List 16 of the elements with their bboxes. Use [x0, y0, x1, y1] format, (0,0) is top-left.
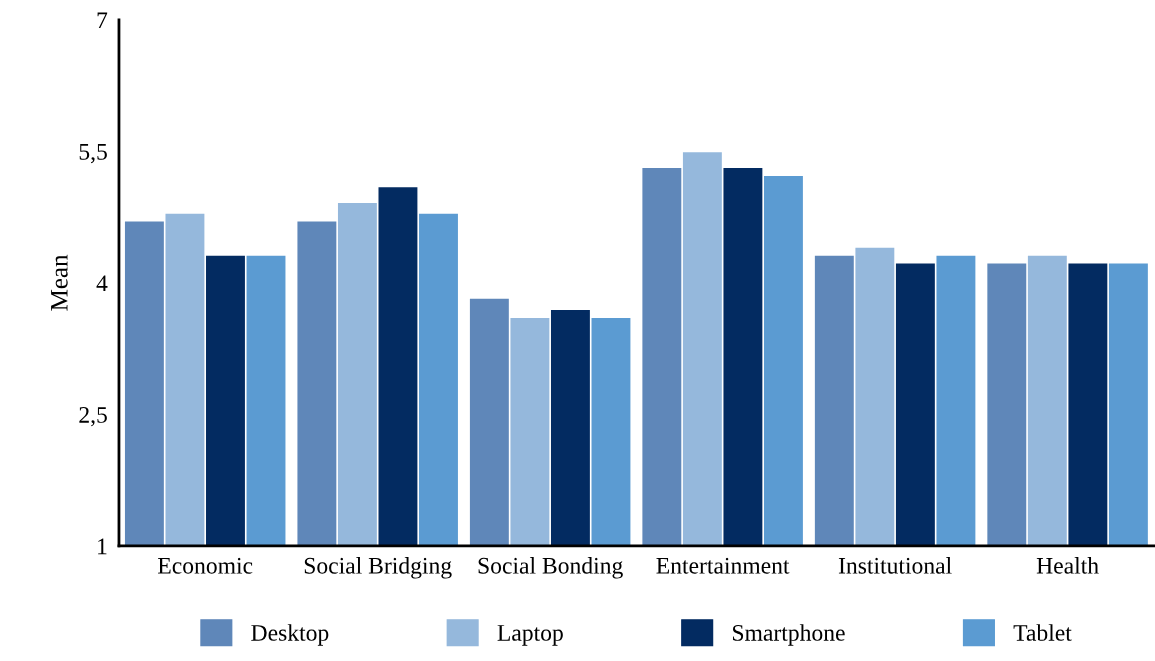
- legend-label: Smartphone: [733, 624, 845, 646]
- y-tick-label: 7: [97, 12, 108, 29]
- x-tick-label: Social Bridging: [304, 557, 452, 579]
- x-tick-label: Health: [1036, 557, 1099, 574]
- y-tick-label: 4: [96, 275, 108, 292]
- x-tick-label: Economic: [158, 557, 253, 574]
- y-axis-title: Mean: [51, 254, 68, 311]
- x-tick-label: Social Bonding: [478, 557, 623, 579]
- legend-label: Tablet: [1013, 624, 1072, 641]
- y-tick-label: 5,5: [79, 144, 107, 164]
- legend-label: Desktop: [251, 624, 329, 646]
- x-tick-label: Institutional: [838, 557, 952, 574]
- y-tick-label: 1: [98, 538, 107, 555]
- legend-label: Laptop: [497, 625, 563, 646]
- y-tick-label: 2,5: [79, 407, 107, 427]
- x-tick-label: Entertainment: [656, 557, 790, 574]
